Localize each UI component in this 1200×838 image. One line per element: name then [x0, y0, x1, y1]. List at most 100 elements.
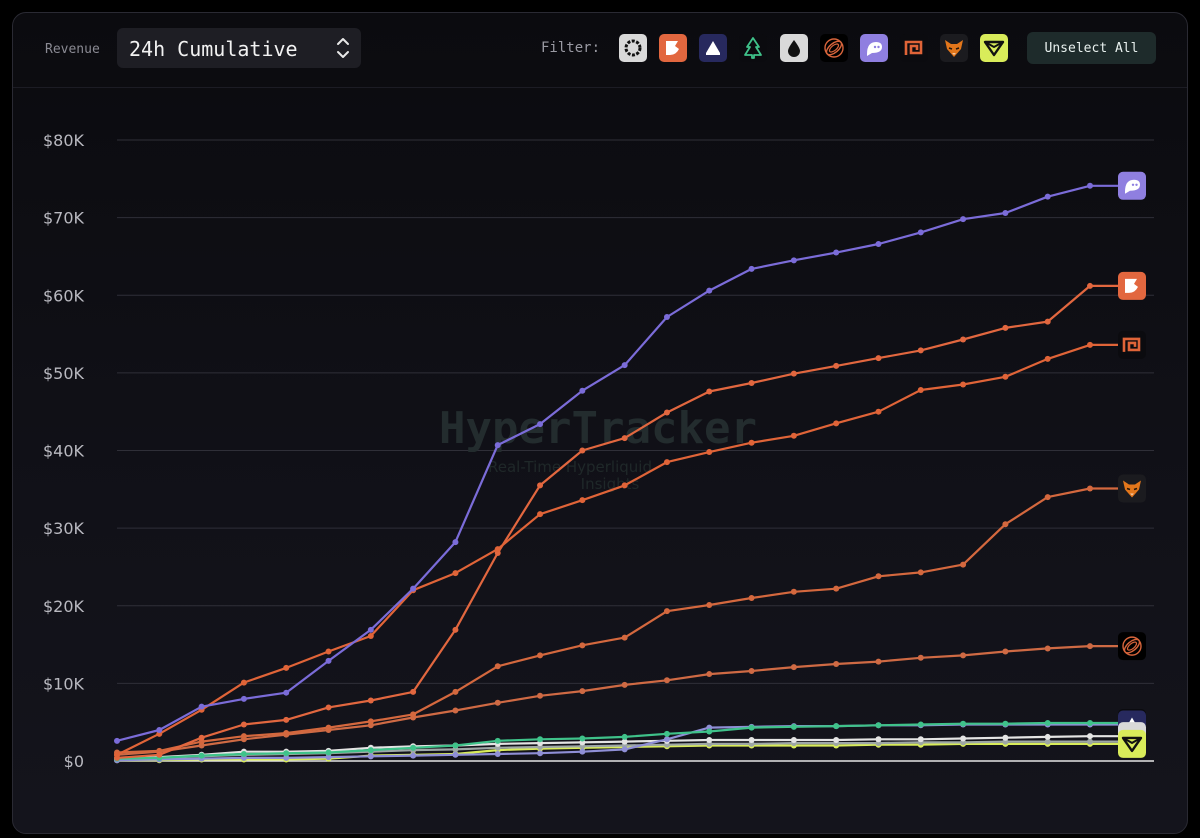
series-badge-swirl[interactable]: [1118, 632, 1146, 661]
data-point: [537, 652, 544, 659]
data-point: [621, 733, 628, 740]
data-point: [1044, 645, 1051, 652]
data-point: [621, 362, 628, 369]
filter-chip-triangle[interactable]: [699, 34, 727, 62]
data-point: [621, 634, 628, 641]
range-select[interactable]: 24h Cumulative: [117, 28, 361, 68]
data-point: [367, 697, 374, 704]
data-point: [917, 736, 924, 743]
badge-background: [1118, 632, 1146, 661]
series-badge-ghost[interactable]: [1118, 171, 1146, 200]
data-point: [833, 585, 840, 592]
filter-chip-tree[interactable]: [739, 34, 767, 62]
data-point: [833, 362, 840, 369]
filter-chip-ghost[interactable]: [860, 34, 888, 62]
watermark-subtitle-2: Insights: [581, 475, 640, 493]
data-point: [156, 726, 163, 733]
unselect-all-button[interactable]: Unselect All: [1027, 32, 1156, 64]
series-badge-flag[interactable]: [1118, 271, 1146, 300]
drop-icon: [788, 40, 800, 57]
filter-chip-swirl[interactable]: [820, 34, 848, 62]
series-ghost: [114, 182, 1132, 744]
data-point: [790, 432, 797, 439]
data-point: [452, 626, 459, 633]
cube-icon: [983, 40, 1005, 57]
data-point: [537, 482, 544, 489]
data-point: [621, 738, 628, 745]
series-badge-cube[interactable]: [1118, 729, 1146, 758]
filter-chip-drop[interactable]: [780, 34, 808, 62]
data-point: [283, 689, 290, 696]
data-point: [579, 688, 586, 695]
series-badge-fox[interactable]: [1118, 474, 1146, 503]
data-point: [494, 737, 501, 744]
metric-label: Revenue: [45, 42, 100, 57]
spiral-square-icon: [904, 40, 923, 55]
data-point: [706, 449, 713, 456]
data-point: [579, 748, 586, 755]
data-point: [917, 386, 924, 393]
data-point: [325, 704, 332, 711]
data-point: [790, 257, 797, 264]
data-point: [790, 723, 797, 730]
filter-chip-spiral-square[interactable]: [900, 34, 928, 62]
y-tick-label: $0: [64, 752, 84, 771]
data-point: [494, 699, 501, 706]
data-point: [579, 447, 586, 454]
data-point: [452, 570, 459, 577]
cube-icon: [1121, 736, 1143, 753]
data-point: [452, 707, 459, 714]
data-point: [367, 718, 374, 725]
data-point: [283, 716, 290, 723]
data-point: [367, 753, 374, 760]
data-point: [960, 720, 967, 727]
data-point: [1087, 643, 1093, 650]
watermark: HyperTracker Real-Time Hyperliquid Insig…: [439, 403, 757, 493]
data-point: [198, 703, 205, 710]
data-point: [537, 511, 544, 518]
data-point: [410, 752, 417, 759]
data-point: [325, 724, 332, 731]
data-point: [663, 736, 670, 743]
series-badge-spiral-square[interactable]: [1118, 330, 1146, 359]
data-point: [452, 688, 459, 695]
data-point: [960, 735, 967, 742]
filter-chip-circle-ring[interactable]: [619, 34, 647, 62]
data-point: [325, 749, 332, 756]
filter-chip-fox[interactable]: [940, 34, 968, 62]
data-point: [960, 652, 967, 659]
data-point: [325, 754, 332, 761]
data-point: [706, 287, 713, 294]
filter-chip-flag[interactable]: [659, 34, 687, 62]
data-point: [325, 657, 332, 664]
filter-chip-cube[interactable]: [980, 34, 1008, 62]
data-point: [1087, 485, 1093, 492]
data-point: [537, 750, 544, 757]
data-point: [748, 594, 755, 601]
data-point: [706, 601, 713, 608]
data-point: [114, 737, 120, 744]
data-point: [283, 750, 290, 757]
y-tick-label: $20K: [43, 597, 85, 616]
data-point: [114, 751, 120, 758]
data-point: [579, 387, 586, 394]
data-point: [1044, 494, 1051, 501]
data-point: [452, 751, 459, 758]
series-layer: [114, 182, 1132, 764]
data-point: [1087, 182, 1093, 189]
y-tick-label: $80K: [43, 131, 85, 150]
data-point: [1044, 738, 1051, 745]
data-point: [706, 388, 713, 395]
series-spiral-square: [114, 341, 1132, 758]
data-point: [1002, 734, 1009, 741]
ghost-icon: [867, 42, 882, 56]
data-point: [663, 409, 670, 416]
data-point: [156, 751, 163, 758]
flag-icon: [666, 41, 679, 55]
triangle-icon: [706, 41, 720, 55]
data-point: [875, 722, 882, 729]
data-point: [494, 442, 501, 449]
data-point: [537, 421, 544, 428]
data-point: [875, 408, 882, 415]
